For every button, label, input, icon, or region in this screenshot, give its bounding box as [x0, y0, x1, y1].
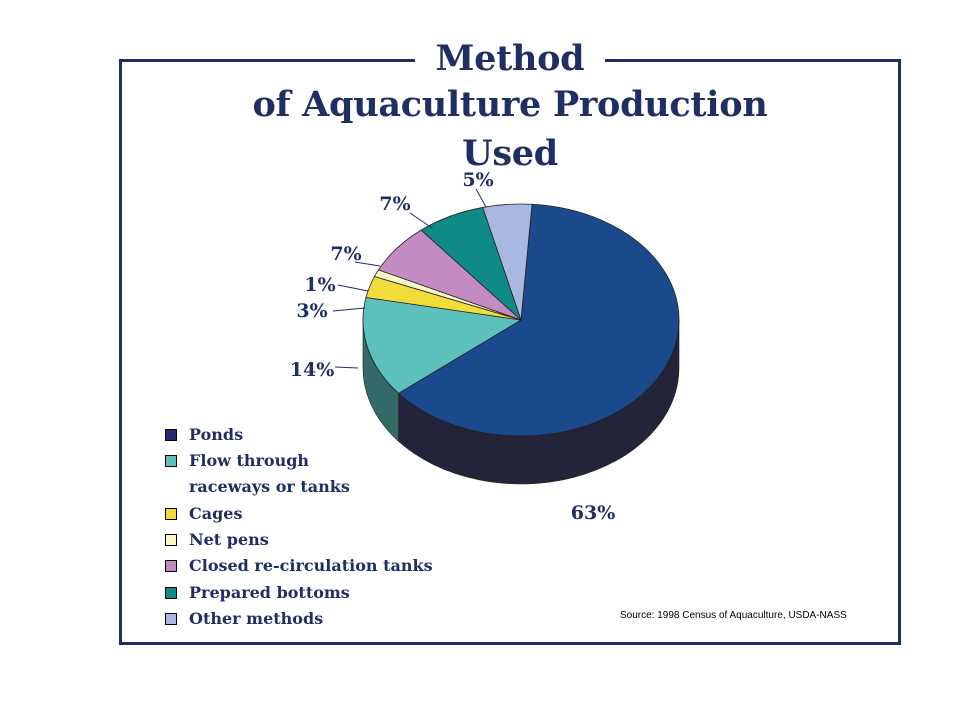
data-label-ponds: 63%: [571, 502, 616, 524]
legend-label: Closed re-circulation tanks: [189, 556, 433, 576]
legend-label: Net pens: [189, 530, 269, 550]
legend-swatch: [165, 534, 177, 547]
data-label-other-methods: 5%: [462, 169, 493, 191]
pie-slice-other-methods: [482, 203, 533, 321]
leader-line-other-methods: [475, 188, 487, 208]
legend-swatch: [165, 507, 177, 520]
legend-label: Other methods: [189, 608, 324, 628]
chart-title-line-2: of Aquaculture Production Used: [252, 84, 768, 174]
data-label-flow-through-raceways-or-tanks: 14%: [290, 359, 335, 381]
legend-label: Prepared bottoms: [189, 582, 350, 602]
legend-label-line-2: raceways or tanks: [189, 477, 350, 497]
leader-line-cages: [332, 307, 366, 312]
data-label-net-pens: 1%: [304, 274, 335, 296]
leader-line-prepared-bottoms: [409, 212, 433, 229]
pie-top-group: [362, 203, 680, 437]
leader-line-net-pens: [337, 284, 369, 292]
pie-slice-flow-through-raceways-or-tanks: [362, 297, 523, 394]
legend-swatch: [165, 612, 177, 625]
data-label-cages: 3%: [296, 300, 327, 322]
pie-slice-ponds: [397, 203, 680, 437]
legend-label: Cages: [189, 503, 243, 523]
leader-line-closed-re-circulation-tanks: [354, 261, 381, 267]
data-label-closed-re-circulation-tanks: 7%: [330, 243, 361, 265]
legend-swatch: [165, 429, 177, 441]
leader-line-flow-through-raceways-or-tanks: [334, 366, 359, 369]
pie-labels-group: 63% 14% 3% 1% 7% 7% 5%: [290, 169, 616, 524]
legend-label: Ponds: [189, 425, 244, 444]
legend-label: Flow through: [189, 451, 310, 471]
legend-swatch: [165, 560, 177, 573]
legend-swatch: [165, 586, 177, 599]
data-label-prepared-bottoms: 7%: [379, 193, 410, 215]
source-note: Source: 1998 Census of Aquaculture, USDA…: [620, 610, 847, 621]
legend-swatch: [165, 455, 177, 468]
title-gap: [415, 38, 605, 82]
chart-title-line-1: Method: [435, 38, 585, 79]
